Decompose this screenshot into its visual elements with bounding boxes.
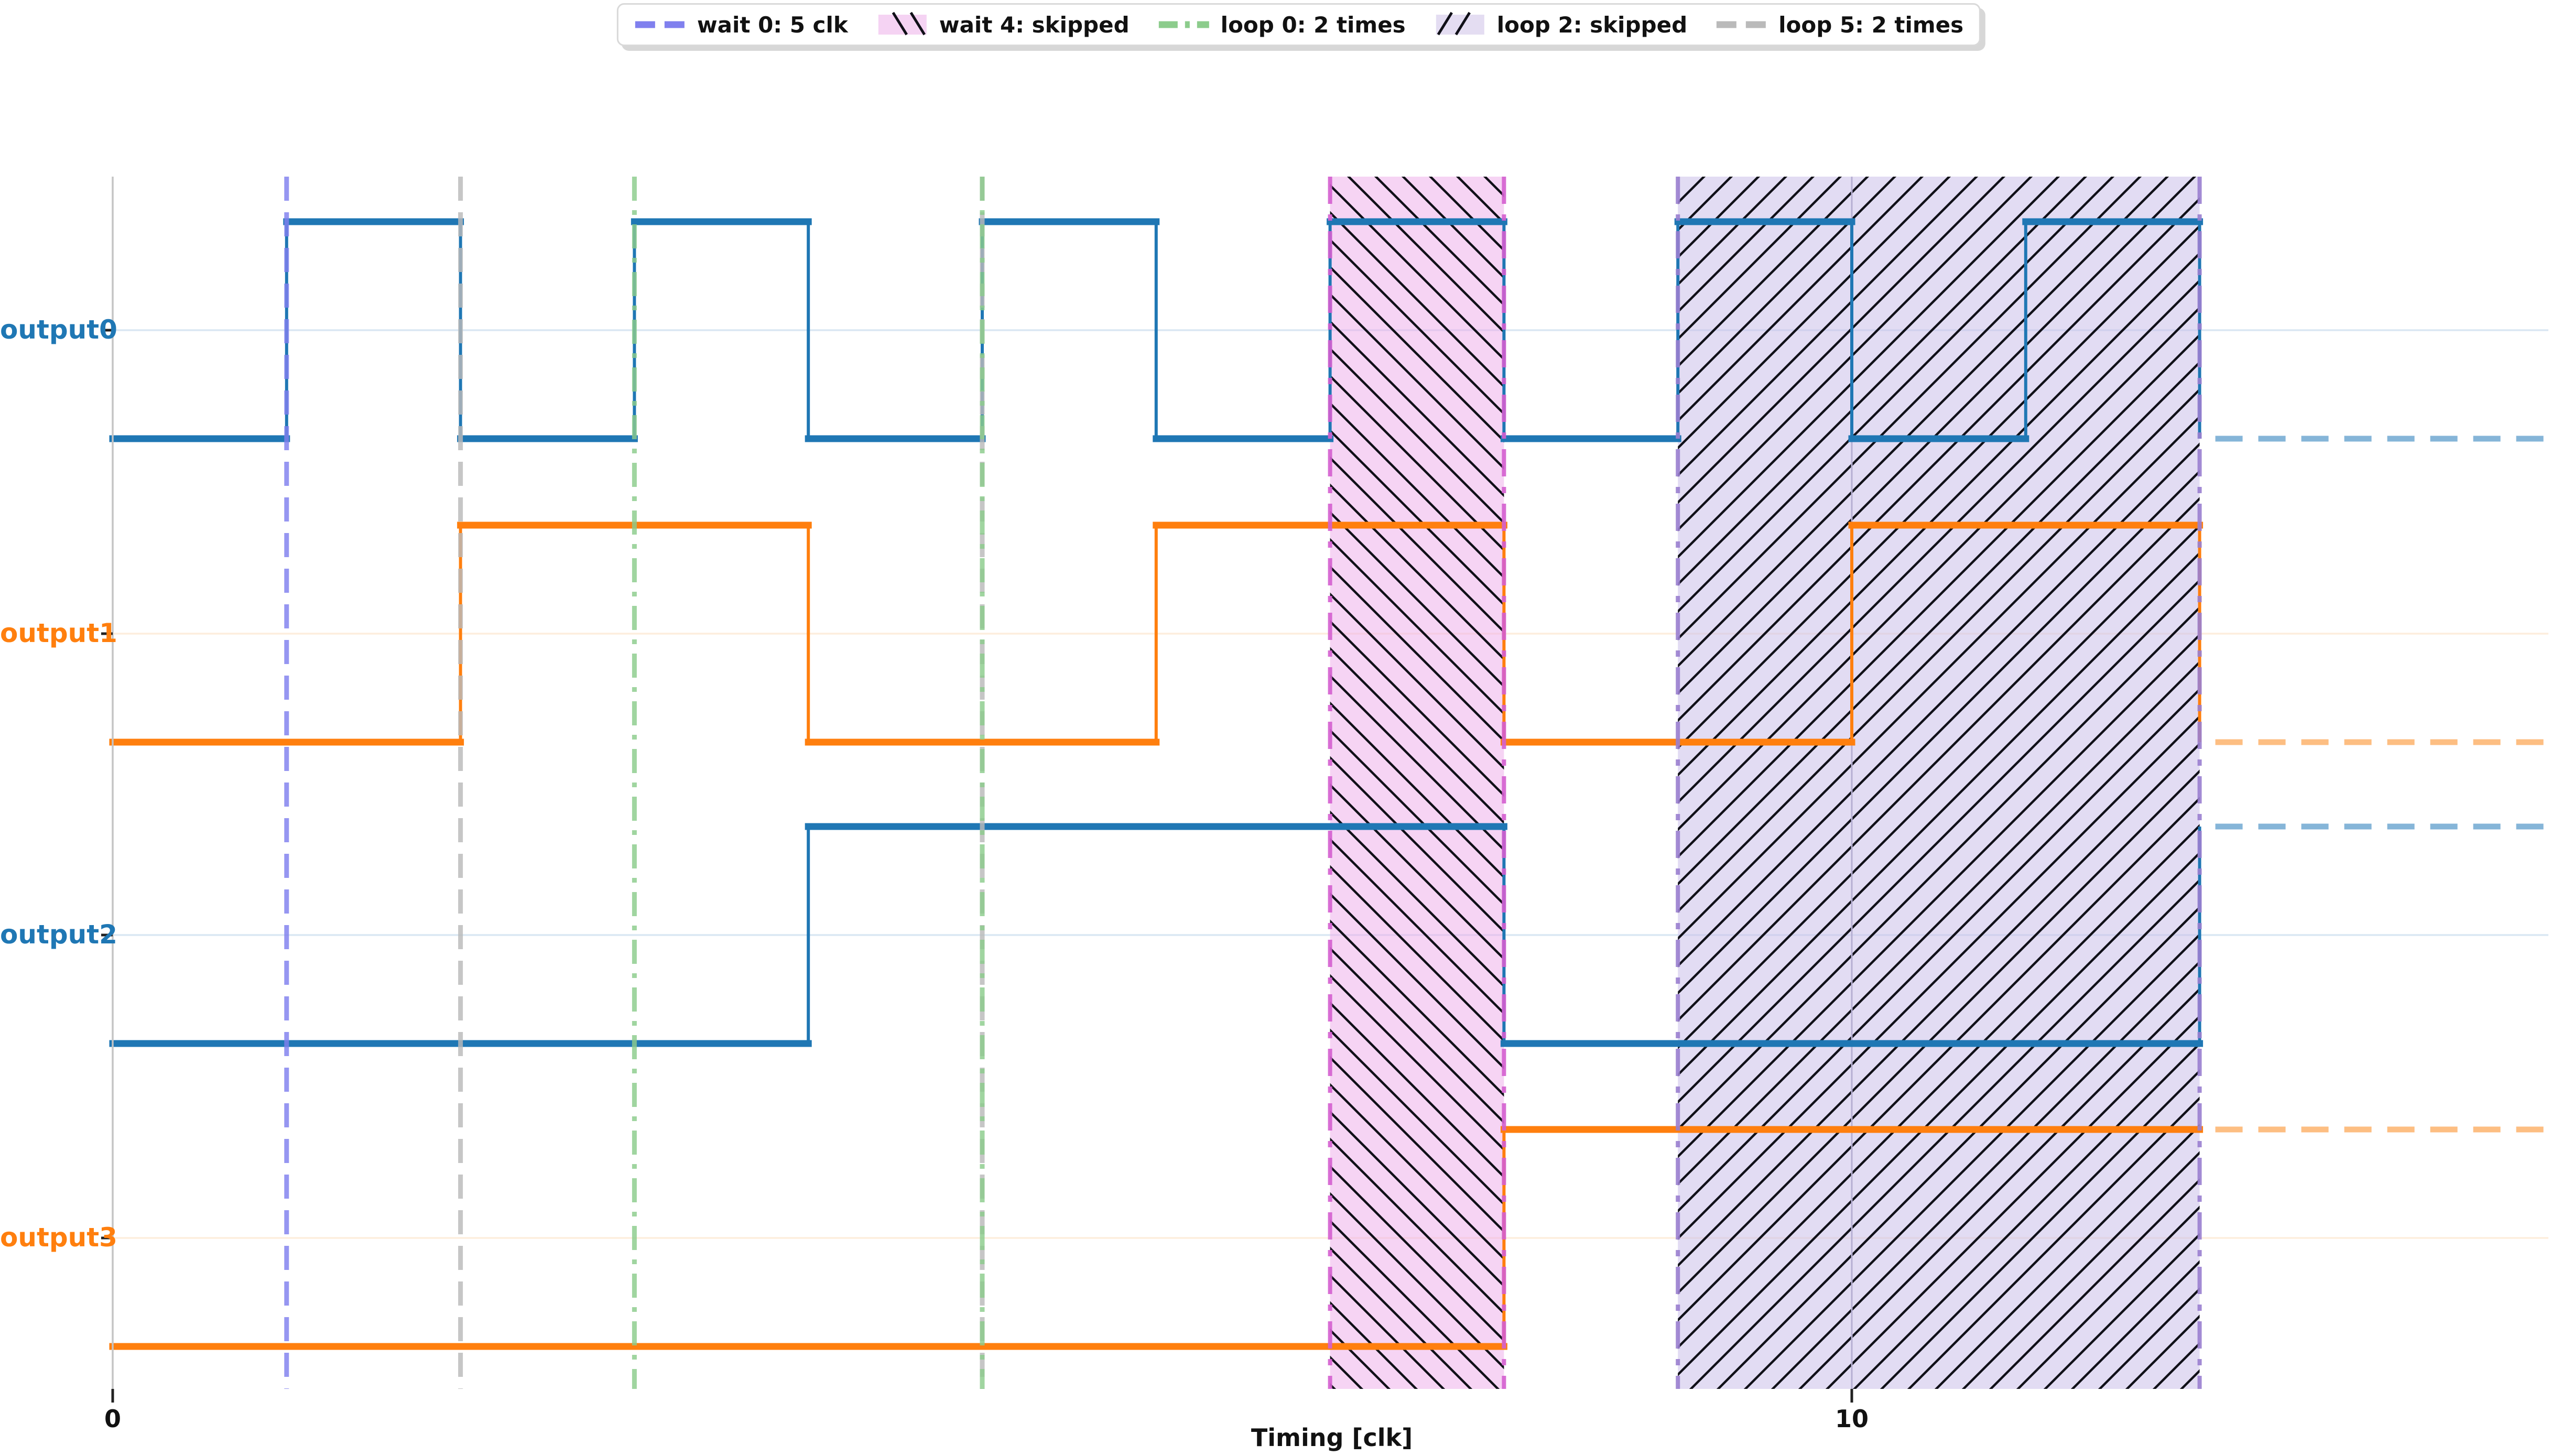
legend-item-loop2: loop 2: skipped [1434, 12, 1687, 38]
x-tick-0: 0 [104, 1405, 122, 1433]
signal-label-output2: output2 [0, 919, 117, 950]
wait4-hatched-patch-icon [878, 12, 927, 36]
legend-label: wait 4: skipped [939, 12, 1130, 38]
x-tick-10: 10 [1834, 1405, 1869, 1433]
legend-label: wait 0: 5 clk [697, 12, 848, 38]
wait0-dashed-line-icon [635, 21, 686, 28]
x-axis-label: Timing [clk] [1251, 1424, 1413, 1452]
loop0-dashdot-line-icon [1158, 21, 1209, 28]
legend-item-loop5: loop 5: 2 times [1716, 12, 1963, 38]
signal-label-output3: output3 [0, 1222, 117, 1253]
legend: wait 0: 5 clk wait 4: skipped loop 0: 2 … [616, 3, 1981, 46]
legend-item-wait0: wait 0: 5 clk [634, 12, 848, 38]
legend-label: loop 2: skipped [1496, 12, 1688, 38]
signal-label-output0: output0 [0, 314, 117, 345]
legend-item-loop0: loop 0: 2 times [1158, 12, 1406, 38]
loop2-hatched-patch-icon [1436, 12, 1484, 36]
legend-label: loop 0: 2 times [1220, 12, 1406, 38]
signal-label-output1: output1 [0, 617, 117, 648]
loop5-dashed-line-icon [1717, 21, 1767, 28]
legend-label: loop 5: 2 times [1778, 12, 1964, 38]
legend-item-wait4: wait 4: skipped [876, 12, 1130, 38]
